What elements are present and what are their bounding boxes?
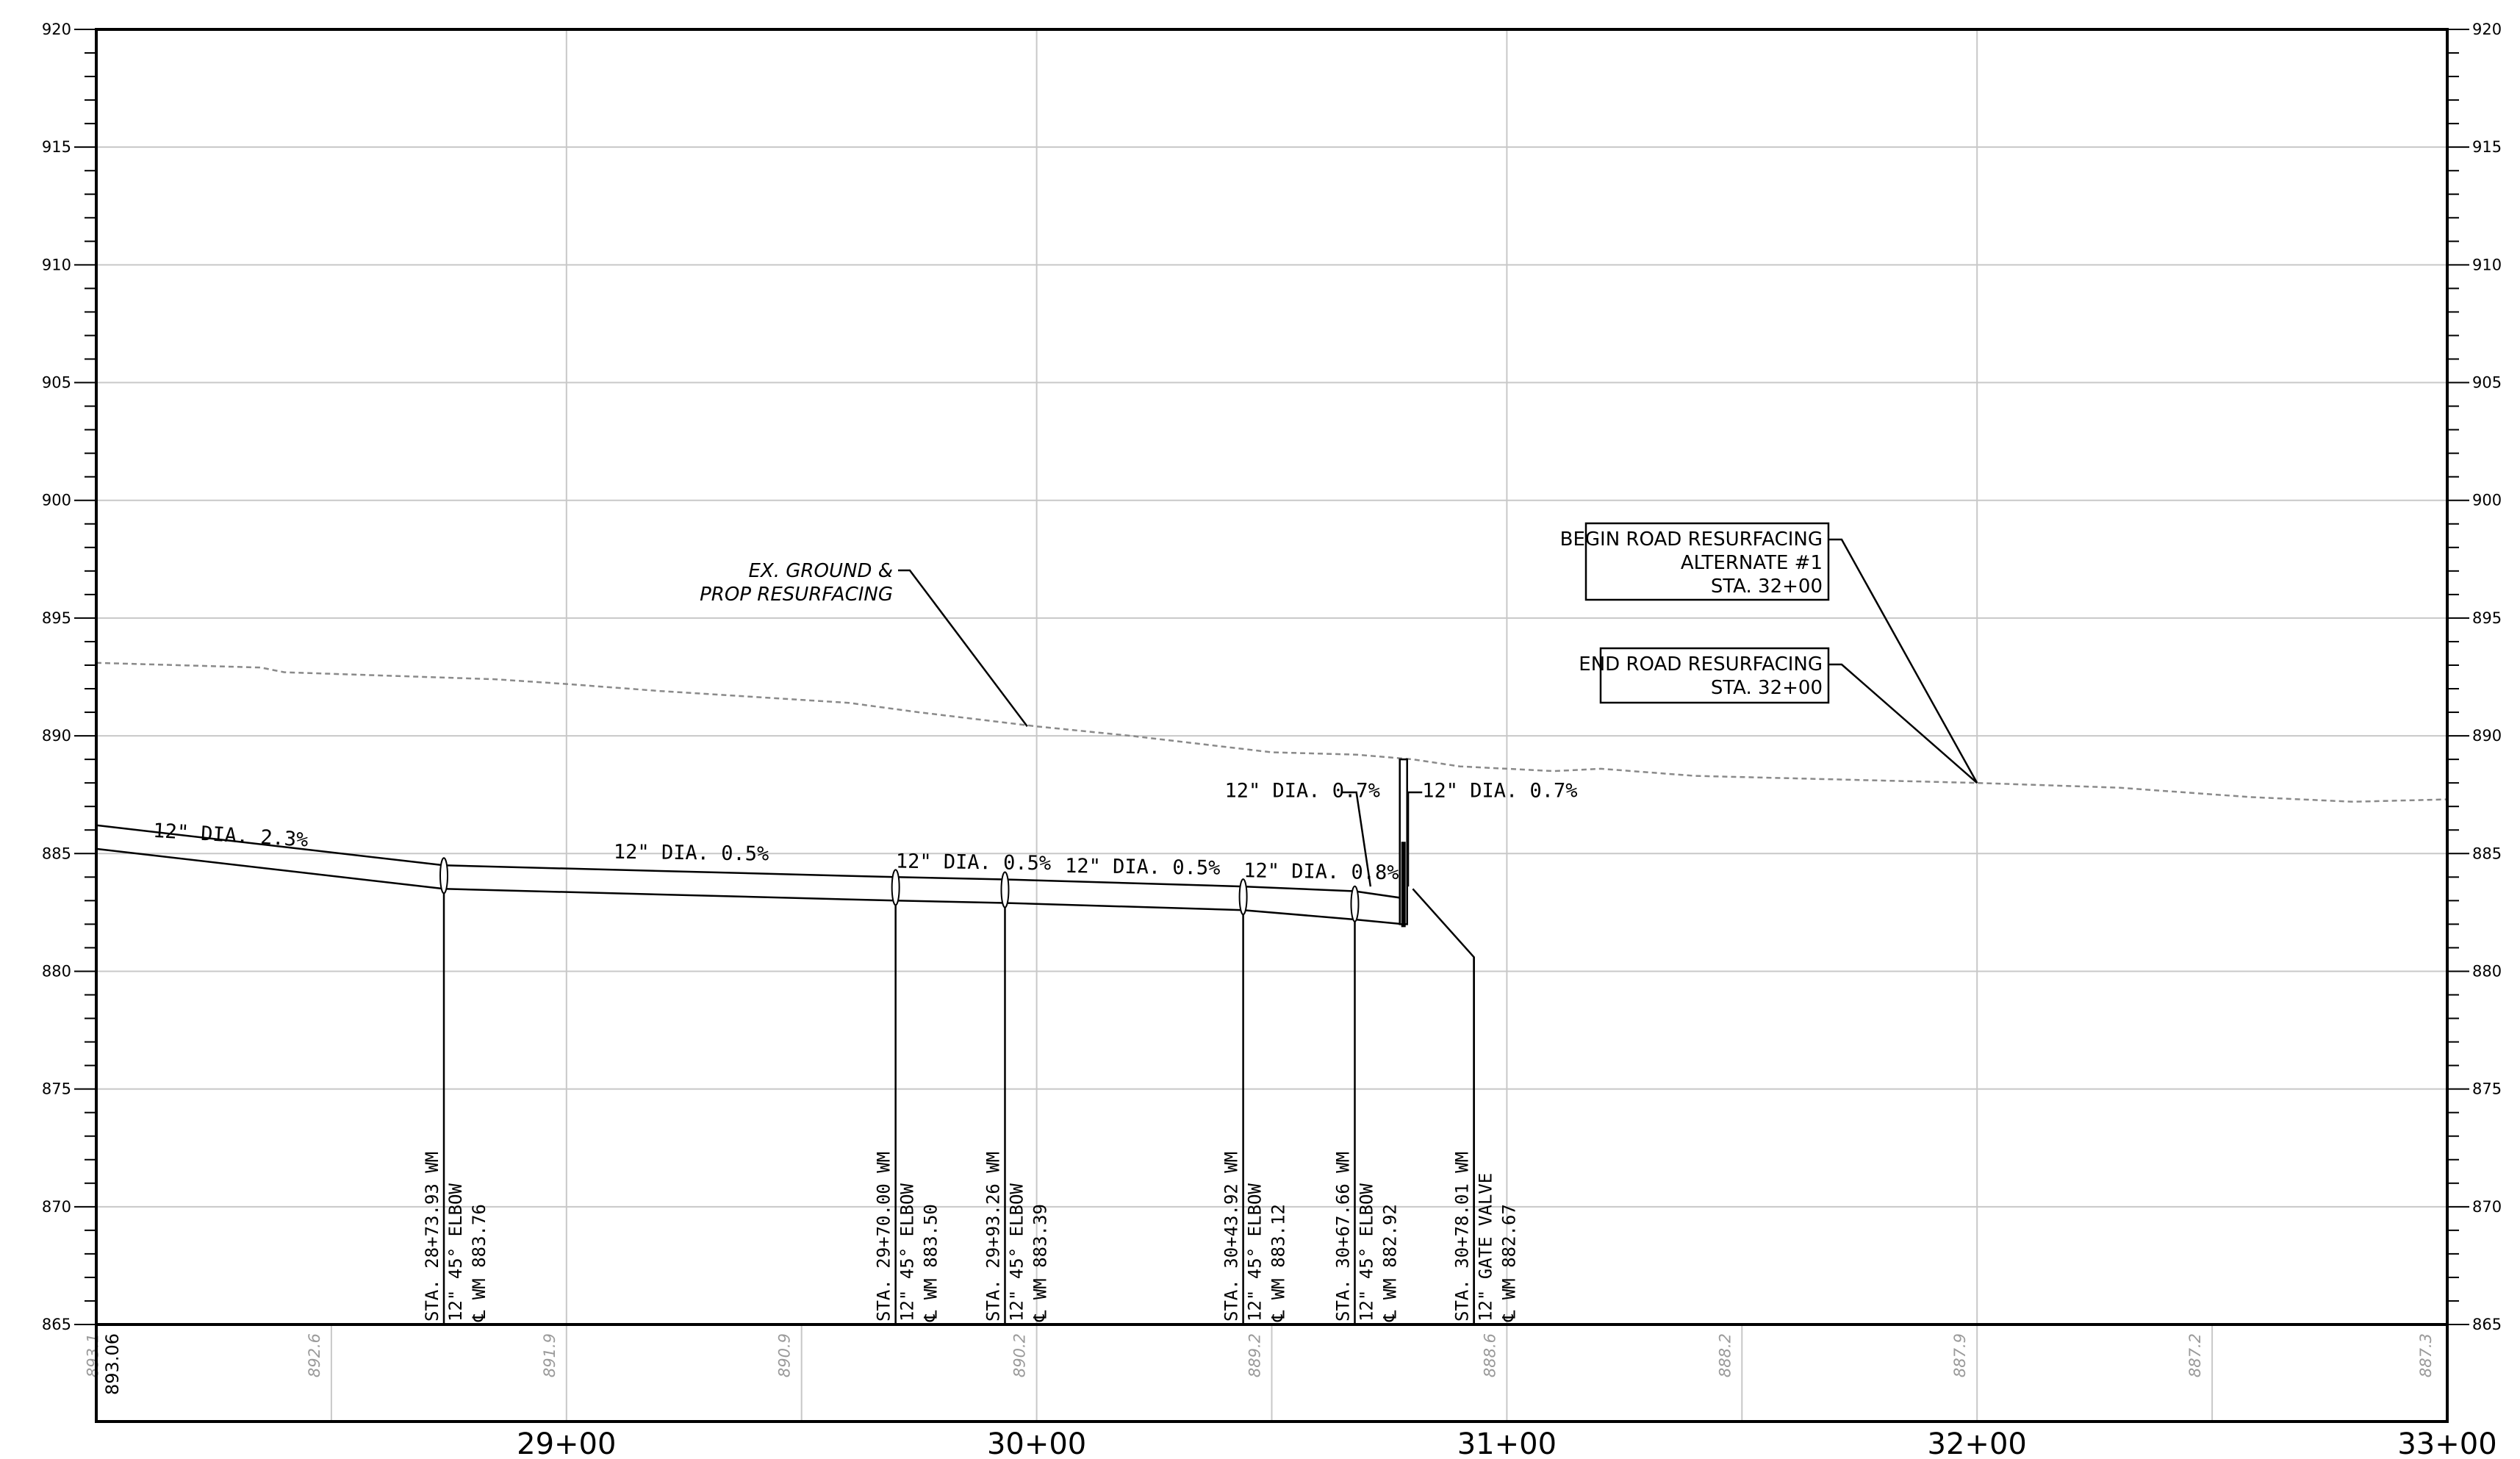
- fitting-label-line: STA. 30+67.66 WM: [1333, 1152, 1354, 1322]
- pipe-diameter-label: 12" DIA. 0.7%: [1225, 779, 1380, 802]
- band-elevation-value: 891.9: [541, 1333, 559, 1377]
- elevation-label-right: 885: [2472, 845, 2502, 862]
- elbow-fitting-symbol: [1350, 885, 1360, 922]
- pipe-diameter-label: 12" DIA. 0.5%: [1065, 855, 1221, 880]
- elevation-label-left: 915: [42, 138, 71, 156]
- band-elevation-value: 887.2: [2186, 1333, 2204, 1377]
- elevation-label-right: 870: [2472, 1198, 2502, 1216]
- elevation-label-right: 895: [2472, 609, 2502, 627]
- fitting-label-line: 12" 45° ELBOW: [445, 1183, 466, 1322]
- fittings-layer: STA. 28+73.93 WM 12" 45° ELBOW ℄ WM 883.76…: [422, 857, 1520, 1324]
- elbow-fitting-symbol: [439, 857, 449, 895]
- fitting-label-line: STA. 29+70.00 WM: [874, 1152, 894, 1322]
- fitting-label-line: 12" 45° ELBOW: [1357, 1183, 1377, 1322]
- frame: [95, 28, 2449, 1423]
- band-elevation-value: 887.9: [1951, 1333, 1969, 1377]
- fitting-label-line: ℄ WM 883.76: [469, 1204, 489, 1322]
- band-elevation-value: 892.6: [306, 1333, 323, 1377]
- fitting-label-line: ℄ WM 882.92: [1380, 1204, 1401, 1322]
- elbow-fitting-symbol: [891, 869, 900, 906]
- band-elevation-value: 888.2: [1716, 1333, 1734, 1377]
- pipe-diameter-label: 12" DIA. 2.3%: [152, 820, 309, 852]
- elbow-fitting-symbol: [1000, 871, 1010, 908]
- elevation-label-right: 880: [2472, 962, 2502, 980]
- pipe-label-leader-right: [1407, 791, 1423, 887]
- elevation-label-left: 890: [42, 727, 71, 745]
- band-elevation-value: 887.3: [2417, 1333, 2435, 1377]
- callout-text: ALTERNATE #1: [1681, 552, 1823, 574]
- fitting-label-line: STA. 29+93.26 WM: [983, 1152, 1004, 1322]
- fitting-label-line: ℄ WM 882.67: [1499, 1204, 1520, 1322]
- callout-leader: [1828, 538, 1978, 784]
- elevation-label-left: 895: [42, 609, 71, 627]
- elevation-label-left: 865: [42, 1316, 71, 1333]
- callout-text: STA. 32+00: [1711, 576, 1823, 598]
- ground-label-line1: EX. GROUND &: [749, 560, 894, 582]
- callout-text: BEGIN ROAD RESURFACING: [1560, 528, 1823, 551]
- elevation-label-left: 880: [42, 962, 71, 980]
- fitting-label-line: STA. 30+43.92 WM: [1221, 1152, 1242, 1322]
- elevation-label-right: 920: [2472, 21, 2502, 38]
- fitting-label-line: ℄ WM 883.39: [1030, 1204, 1051, 1322]
- station-label: 32+00: [1928, 1427, 2027, 1459]
- elevation-label-left: 885: [42, 845, 71, 862]
- fitting-label-line: 12" 45° ELBOW: [897, 1183, 918, 1322]
- callout-leader: [1828, 663, 1978, 784]
- callout-text: STA. 32+00: [1711, 677, 1823, 699]
- band-frame: [95, 1323, 2449, 1423]
- fitting-label-line: STA. 28+73.93 WM: [422, 1152, 442, 1322]
- ground-label-line2: PROP RESURFACING: [700, 584, 893, 606]
- band-elevation-value: 893.1: [84, 1333, 101, 1377]
- pipe-diameter-label: 12" DIA. 0.8%: [1243, 859, 1399, 884]
- fitting-label-line: ℄ WM 883.12: [1268, 1204, 1289, 1322]
- pipe-label-leader-left: [1342, 791, 1372, 887]
- callout-box: [1599, 647, 1830, 704]
- elevation-label-right: 905: [2472, 374, 2502, 392]
- band-elevation-value: 888.6: [1481, 1333, 1498, 1377]
- elevation-label-left: 910: [42, 256, 71, 273]
- elevation-label-left: 920: [42, 21, 71, 38]
- bottom-band: 893.1 892.6 891.9 890.9 890.2 889.2 888.6 888.2…: [84, 1324, 2497, 1459]
- elevation-label-left: 870: [42, 1198, 71, 1216]
- station-label: 33+00: [2397, 1427, 2496, 1459]
- pipe-diameter-label: 12" DIA. 0.7%: [1422, 779, 1577, 802]
- elevation-label-left: 905: [42, 374, 71, 392]
- station-label: 29+00: [517, 1427, 616, 1459]
- band-start-elevation: 893.06: [102, 1333, 123, 1395]
- band-elevation-value: 890.2: [1011, 1333, 1029, 1377]
- band-elevation-value: 890.9: [776, 1333, 794, 1377]
- fitting-label-line: 12" 45° ELBOW: [1245, 1183, 1266, 1322]
- ground-line: [96, 662, 2448, 803]
- band-elevation-value: 889.2: [1246, 1333, 1264, 1377]
- elevation-ticks: 865 865 870 870 875 875 880 880 885 885 890 890 895 8…: [42, 21, 2502, 1333]
- ground-leader: [898, 569, 1028, 728]
- elevation-label-right: 900: [2472, 492, 2502, 509]
- fitting-label-line: ℄ WM 883.50: [921, 1204, 941, 1322]
- station-label: 30+00: [987, 1427, 1086, 1459]
- elevation-label-right: 890: [2472, 727, 2502, 745]
- fitting-label-line: STA. 30+78.01 WM: [1452, 1152, 1473, 1322]
- fitting-label-line: 12" GATE VALVE: [1476, 1173, 1496, 1322]
- pipe-diameter-label: 12" DIA. 0.5%: [896, 850, 1052, 875]
- elevation-label-left: 900: [42, 492, 71, 509]
- station-label: 31+00: [1457, 1427, 1557, 1459]
- callout-box: [1584, 522, 1830, 601]
- elevation-label-left: 875: [42, 1080, 71, 1098]
- elevation-label-right: 910: [2472, 256, 2502, 273]
- fitting-label-line: 12" 45° ELBOW: [1007, 1183, 1027, 1322]
- pipe-diameter-label: 12" DIA. 0.5%: [614, 841, 769, 866]
- elevation-label-right: 865: [2472, 1316, 2502, 1333]
- callout-text: END ROAD RESURFACING: [1579, 653, 1823, 675]
- elevation-label-right: 875: [2472, 1080, 2502, 1098]
- elevation-label-right: 915: [2472, 138, 2502, 156]
- elbow-fitting-symbol: [1238, 878, 1248, 916]
- ground-profile-layer: EX. GROUND &PROP RESURFACING: [96, 560, 2448, 803]
